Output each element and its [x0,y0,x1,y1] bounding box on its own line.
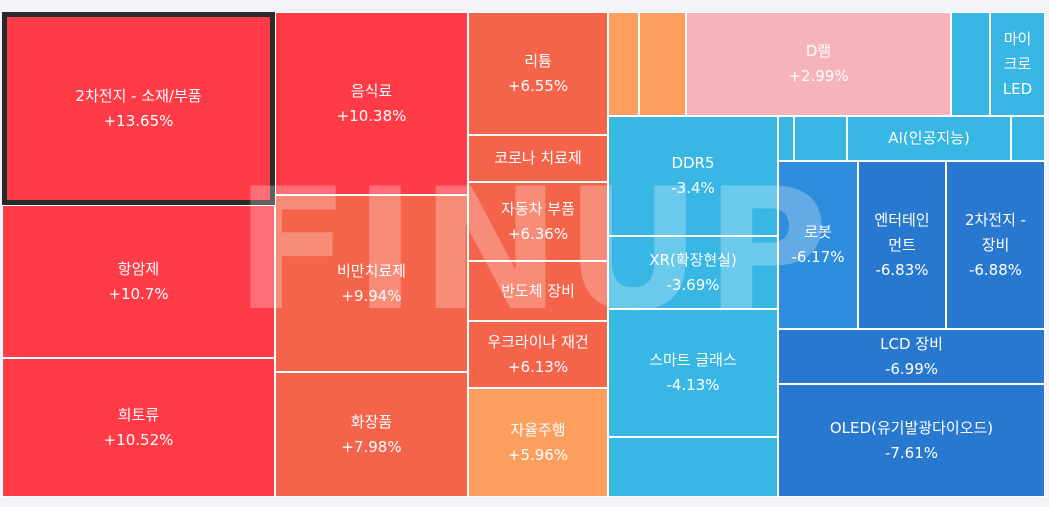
treemap-tile[interactable]: 리튬 +6.55% [468,12,608,135]
tile-label: 2차전지 - 장비 [964,210,1027,254]
treemap-tile[interactable]: 자율주행 +5.96% [468,388,608,497]
tile-change-percent: +2.99% [788,67,849,85]
treemap-tile[interactable]: 2차전지 - 소재/부품 +13.65% [2,12,275,205]
treemap-tile[interactable] [778,116,794,161]
tile-label: 음식료 [350,81,393,100]
treemap-tile[interactable]: 우크라이나 재건 +6.13% [468,321,608,388]
tile-label: 마이 크로 LED [1002,29,1033,98]
tile-label: 희토류 [117,405,160,424]
treemap-tile[interactable]: 희토류 +10.52% [2,358,275,497]
treemap-tile[interactable] [1011,116,1045,161]
tile-label: 2차전지 - 소재/부품 [75,86,202,105]
tile-change-percent: -3.4% [671,179,715,197]
tile-change-percent: +10.38% [336,106,407,125]
tile-label: 비만치료제 [336,261,406,280]
tile-label: OLED(유기발광다이오드) [829,418,994,437]
treemap-tile[interactable]: D램 +2.99% [686,12,951,116]
tile-label: DDR5 [671,154,715,172]
treemap-tile[interactable]: 2차전지 - 장비 -6.88% [946,161,1045,329]
tile-change-percent: -7.61% [884,443,939,462]
tile-label: 자동차 부품 [501,199,575,218]
treemap-tile[interactable]: OLED(유기발광다이오드) -7.61% [778,384,1045,497]
tile-label: 항암제 [117,259,160,278]
tile-change-percent: +10.7% [108,284,169,303]
treemap-tile[interactable]: LCD 장비 -6.99% [778,329,1045,384]
treemap-tile[interactable]: 엔터테인 먼트 -6.83% [858,161,946,329]
tile-change-percent: +13.65% [103,111,174,130]
treemap-tile[interactable]: 항암제 +10.7% [2,205,275,358]
treemap-tile[interactable]: 자동차 부품 +6.36% [468,182,608,261]
tile-label: LCD 장비 [880,334,943,353]
treemap-tile[interactable] [608,12,639,116]
tile-change-percent: +6.55% [507,76,569,95]
treemap-tile[interactable] [608,437,778,497]
treemap-tile[interactable]: 로봇 -6.17% [778,161,858,329]
tile-label: 화장품 [350,412,393,431]
tile-label: 자율주행 [510,420,566,439]
tile-label: 코로나 치료제 [494,149,582,167]
tile-label: 리튬 [524,51,552,70]
treemap-tile[interactable]: DDR5 -3.4% [608,116,778,236]
tile-change-percent: +6.36% [507,224,569,243]
tile-change-percent: +5.96% [507,445,569,464]
treemap-tile[interactable] [951,12,990,116]
treemap-tile[interactable]: 음식료 +10.38% [275,12,468,195]
treemap-tile[interactable]: 코로나 치료제 [468,135,608,182]
tile-change-percent: -3.69% [666,275,720,294]
tile-change-percent: +7.98% [341,437,402,456]
treemap-tile[interactable]: XR(확장현실) -3.69% [608,236,778,309]
treemap-tile[interactable]: 마이 크로 LED [990,12,1045,116]
tile-change-percent: -6.88% [968,260,1023,279]
tile-change-percent: -6.17% [791,248,845,266]
treemap-tile[interactable] [794,116,847,161]
treemap-tile[interactable]: 화장품 +7.98% [275,372,468,497]
treemap-tile[interactable] [639,12,686,116]
tile-label: 로봇 [804,223,832,241]
tile-change-percent: +6.13% [507,357,569,376]
tile-label: 우크라이나 재건 [487,332,589,351]
tile-change-percent: -6.83% [875,260,929,279]
tile-label: XR(확장현실) [649,250,737,269]
tile-change-percent: +9.94% [341,286,402,305]
treemap-tile[interactable]: 비만치료제 +9.94% [275,195,468,372]
tile-label: D램 [805,42,832,60]
treemap-tile[interactable]: 반도체 장비 [468,261,608,321]
treemap-tile[interactable]: 스마트 글래스 -4.13% [608,309,778,437]
tile-label: AI(인공지능) [888,129,970,147]
tile-change-percent: -6.99% [884,359,939,378]
tile-change-percent: -4.13% [666,376,720,394]
tile-change-percent: +10.52% [103,430,174,449]
tile-label: 스마트 글래스 [649,351,737,369]
tile-label: 반도체 장비 [501,281,575,300]
tile-label: 엔터테인 먼트 [874,210,930,254]
treemap-tile[interactable]: AI(인공지능) [847,116,1011,161]
